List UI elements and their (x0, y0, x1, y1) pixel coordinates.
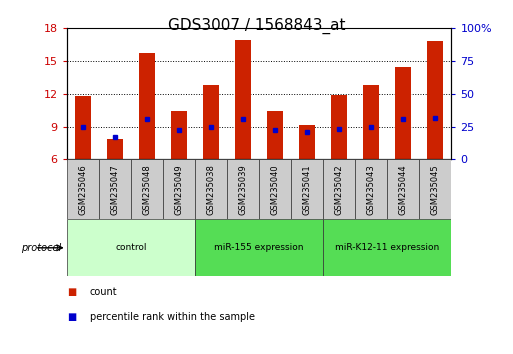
Bar (235, 40, 251, 159)
Bar (195, 159, 227, 219)
Text: ■: ■ (67, 287, 76, 297)
Text: GSM235047: GSM235047 (110, 164, 120, 215)
Text: percentile rank within the sample: percentile rank within the sample (90, 312, 255, 322)
Bar (323, 159, 355, 219)
Bar (387, 159, 420, 219)
Bar (67, 219, 195, 276)
Text: GSM235043: GSM235043 (367, 164, 376, 215)
Bar (363, 85, 379, 159)
Text: protocol: protocol (22, 243, 62, 253)
Text: GSM235046: GSM235046 (78, 164, 87, 215)
Bar (227, 159, 259, 219)
Bar (291, 159, 323, 219)
Text: GSM235049: GSM235049 (174, 164, 184, 215)
Bar (75, 96, 91, 159)
Bar (203, 85, 219, 159)
Bar (267, 111, 283, 159)
Text: control: control (115, 243, 147, 252)
Bar (331, 95, 347, 159)
Bar (427, 41, 443, 159)
Bar (355, 159, 387, 219)
Bar (163, 159, 195, 219)
Text: GSM235040: GSM235040 (270, 164, 280, 215)
Bar (171, 111, 187, 159)
Bar (299, 125, 315, 159)
Text: GDS3007 / 1568843_at: GDS3007 / 1568843_at (168, 18, 345, 34)
Bar (420, 159, 451, 219)
Text: GSM235038: GSM235038 (206, 164, 215, 215)
Text: GSM235045: GSM235045 (431, 164, 440, 215)
Bar (396, 67, 411, 159)
Bar (98, 159, 131, 219)
Text: count: count (90, 287, 117, 297)
Text: GSM235048: GSM235048 (142, 164, 151, 215)
Text: GSM235042: GSM235042 (334, 164, 344, 215)
Text: GSM235044: GSM235044 (399, 164, 408, 215)
Bar (259, 159, 291, 219)
Bar (107, 138, 123, 159)
Bar (131, 159, 163, 219)
Bar (195, 219, 323, 276)
Text: miR-155 expression: miR-155 expression (214, 243, 304, 252)
Text: ■: ■ (67, 312, 76, 322)
Bar (67, 159, 98, 219)
Text: GSM235041: GSM235041 (303, 164, 312, 215)
Bar (139, 53, 155, 159)
Text: miR-K12-11 expression: miR-K12-11 expression (335, 243, 440, 252)
Text: GSM235039: GSM235039 (239, 164, 248, 215)
Bar (323, 219, 451, 276)
